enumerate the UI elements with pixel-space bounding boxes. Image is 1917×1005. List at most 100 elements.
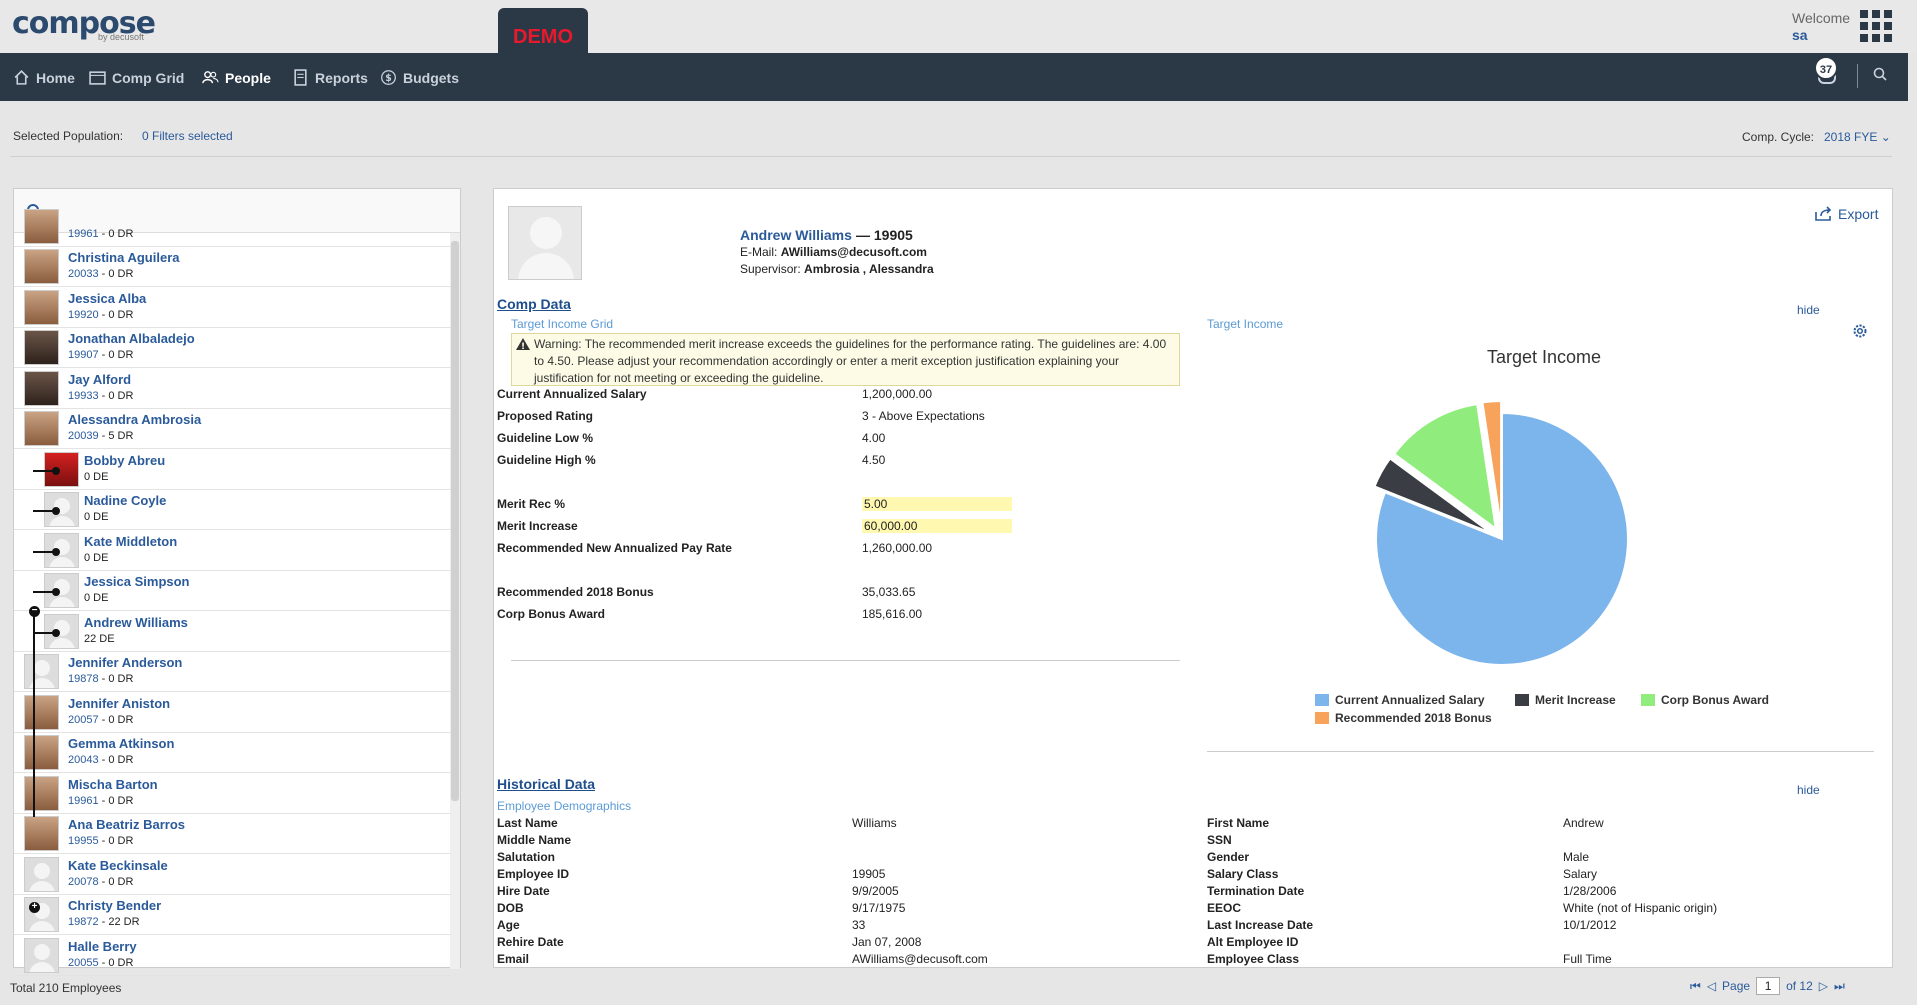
direct-reports: - 0 DR <box>98 713 134 726</box>
employee-demographics-label: Employee Demographics <box>497 799 632 813</box>
avatar <box>24 856 59 892</box>
export-icon <box>1815 206 1832 221</box>
employee-list-item[interactable]: Nadine Coyle 0 DE <box>14 490 451 530</box>
demographic-value: 19905 <box>852 867 886 881</box>
employee-list-item[interactable]: Ana Beatriz Barros 19955 - 0 DR <box>14 814 451 854</box>
search-icon[interactable] <box>1873 67 1887 81</box>
comp-hide-link[interactable]: hide <box>1797 303 1820 317</box>
hist-hide-link[interactable]: hide <box>1797 783 1820 797</box>
employee-name[interactable]: Jessica Alba <box>68 290 147 306</box>
legend-current-salary[interactable]: Current Annualized Salary <box>1315 693 1485 707</box>
employee-name[interactable]: Christy Bender <box>68 898 162 913</box>
employee-name[interactable]: Nadine Coyle <box>84 493 167 508</box>
comp-row-input[interactable]: 5.00 <box>862 497 1012 511</box>
employee-meta: 19907 - 0 DR <box>68 349 133 361</box>
legend-merit-increase[interactable]: Merit Increase <box>1515 693 1616 707</box>
employee-meta: 19961 - 0 DR <box>68 795 133 807</box>
apps-grid-icon[interactable] <box>1860 10 1892 42</box>
employee-name[interactable]: Jonathan Albaladejo <box>68 331 195 346</box>
last-page-icon[interactable]: ⏭ <box>1834 978 1845 993</box>
tree-connector <box>33 612 35 817</box>
employee-list-item[interactable]: Kate Beckinsale 20078 - 0 DR <box>14 855 451 895</box>
export-button[interactable]: Export <box>1814 206 1878 222</box>
scrollbar-thumb[interactable] <box>451 241 459 801</box>
employee-list-item[interactable]: Mischa Barton 19961 - 0 DR <box>14 774 451 814</box>
employee-name[interactable]: Jay Alford <box>68 371 132 387</box>
employee-list-item[interactable]: Bobby Abreu 0 DE <box>14 450 451 490</box>
employee-name[interactable]: Jessica Simpson <box>84 574 190 589</box>
employee-list-item[interactable]: 19961 - 0 DR <box>14 207 451 247</box>
employee-list-item[interactable]: Andrew Williams 22 DE <box>14 612 451 652</box>
direct-reports: - 5 DR <box>98 430 134 442</box>
employee-id: 19955 <box>68 835 99 847</box>
nav-home[interactable]: Home <box>13 69 75 86</box>
employee-list-item[interactable]: Jennifer Aniston 20057 - 0 DR <box>14 693 451 733</box>
gear-icon[interactable] <box>1852 323 1868 339</box>
page-input[interactable]: 1 <box>1756 977 1781 995</box>
employee-name[interactable]: Halle Berry <box>68 938 137 954</box>
nav-reports[interactable]: Reports <box>292 69 368 86</box>
employee-name[interactable]: Mischa Barton <box>68 776 158 792</box>
email-label: E-Mail: <box>740 245 778 259</box>
employee-list-item[interactable]: Jessica Alba 19920 - 0 DR <box>14 288 451 328</box>
warning-icon: ! <box>516 338 530 350</box>
comp-row-input[interactable]: 60,000.00 <box>862 519 1012 533</box>
employee-name[interactable]: Bobby Abreu <box>84 452 166 468</box>
employee-list-item[interactable]: Jessica Simpson 0 DE <box>14 571 451 611</box>
notification-count-badge[interactable]: 37 <box>1814 56 1838 80</box>
employee-list-item[interactable]: Jay Alford 19933 - 0 DR <box>14 369 451 409</box>
employee-list-item[interactable]: Christina Aguilera 20033 - 0 DR <box>14 247 451 287</box>
prev-page-icon[interactable]: ◁ <box>1706 979 1717 993</box>
next-page-icon[interactable]: ▷ <box>1818 979 1829 993</box>
legend-corp-bonus[interactable]: Corp Bonus Award <box>1641 693 1769 707</box>
employee-meta: 20043 - 0 DR <box>68 754 133 766</box>
pie-slice-4[interactable] <box>1481 400 1503 528</box>
employee-name[interactable]: Christina Aguilera <box>68 250 180 265</box>
employee-id: 20057 <box>68 713 99 726</box>
pie-slice-2[interactable] <box>1373 457 1493 535</box>
legend-recommended-bonus[interactable]: Recommended 2018 Bonus <box>1315 711 1492 725</box>
employee-list-item[interactable]: Christy Bender 19872 - 22 DR <box>14 895 451 935</box>
employee-name[interactable]: Andrew Williams <box>740 227 852 243</box>
app-logo[interactable]: compose <box>12 6 156 41</box>
employee-name[interactable]: Jennifer Aniston <box>68 695 171 711</box>
employee-list-item[interactable]: Kate Middleton 0 DE <box>14 531 451 571</box>
filters-selected-link[interactable]: 0 Filters selected <box>142 129 233 143</box>
employee-name[interactable]: Gemma Atkinson <box>68 736 175 751</box>
nav-budgets[interactable]: $ Budgets <box>380 69 459 86</box>
pie-slice-3[interactable] <box>1392 402 1498 531</box>
username[interactable]: sa <box>1792 27 1808 43</box>
employee-name[interactable]: Kate Middleton <box>84 533 178 549</box>
employee-list-item[interactable]: Alessandra Ambrosia 20039 - 5 DR <box>14 409 451 449</box>
employee-list-item[interactable]: Jennifer Anderson 19878 - 0 DR <box>14 652 451 692</box>
demographic-value: 9/17/1975 <box>852 901 906 915</box>
divider <box>511 660 1180 661</box>
historical-data-title[interactable]: Historical Data <box>497 776 596 792</box>
comp-data-title[interactable]: Comp Data <box>497 296 571 312</box>
nav-people[interactable]: People <box>202 69 271 86</box>
avatar <box>24 249 59 284</box>
employee-name[interactable]: Ana Beatriz Barros <box>68 817 186 832</box>
employee-list-item[interactable]: Halle Berry 20055 - 0 DR <box>14 936 451 976</box>
employee-name[interactable]: Andrew Williams <box>84 614 188 630</box>
employee-list-item[interactable]: Gemma Atkinson 20043 - 0 DR <box>14 733 451 773</box>
direct-reports: 0 DE <box>84 470 109 483</box>
employee-list-item[interactable]: Jonathan Albaladejo 19907 - 0 DR <box>14 328 451 368</box>
employee-name[interactable]: Jennifer Anderson <box>68 655 183 670</box>
list-scrollbar[interactable] <box>450 233 460 969</box>
divider <box>1207 751 1874 752</box>
legend-swatch <box>1315 694 1329 706</box>
employee-name[interactable]: Alessandra Ambrosia <box>68 412 202 427</box>
first-page-icon[interactable]: ⏮ <box>1690 978 1701 993</box>
warning-text: Warning: The recommended merit increase … <box>534 337 1167 385</box>
employee-search-bar[interactable] <box>14 189 460 233</box>
employee-name[interactable]: Kate Beckinsale <box>68 857 168 873</box>
demographic-label: Age <box>497 918 520 932</box>
collapse-icon[interactable]: − <box>29 606 40 617</box>
nav-comp-grid[interactable]: Comp Grid <box>89 69 184 86</box>
employee-meta: 20057 - 0 DR <box>68 714 133 726</box>
expand-icon[interactable]: + <box>29 902 40 913</box>
comp-cycle-dropdown[interactable]: 2018 FYE ⌄ <box>1824 130 1891 144</box>
direct-reports: 0 DE <box>84 511 109 523</box>
pie-slice-1[interactable] <box>1375 411 1629 666</box>
